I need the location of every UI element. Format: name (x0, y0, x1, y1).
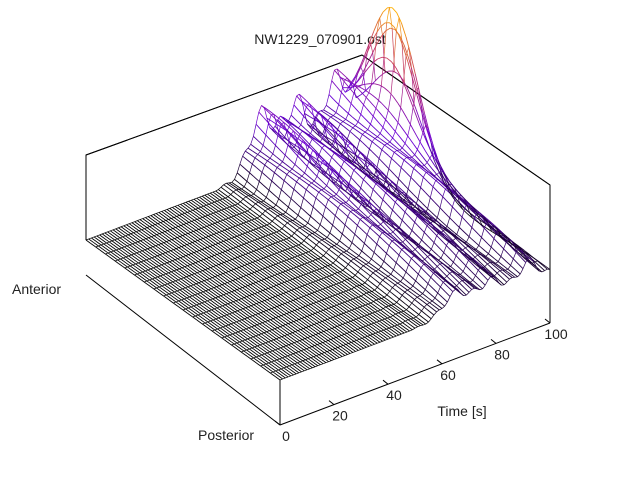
x-tick-mark (544, 318, 551, 324)
mesh-line (192, 179, 464, 318)
x-tick-mark (274, 420, 281, 426)
mesh-line (163, 125, 434, 297)
mesh-line (247, 147, 443, 309)
mesh-line (228, 182, 424, 326)
x-tick-mark (490, 339, 497, 344)
x-tick-mark (436, 359, 443, 365)
mesh-line (131, 222, 327, 364)
y-axis-label-posterior: Posterior (198, 427, 254, 443)
mesh-line (142, 218, 337, 359)
x-tick-label: 100 (544, 326, 568, 342)
mesh-line (173, 153, 444, 304)
x-axis-line (279, 322, 551, 426)
mesh-line (226, 182, 421, 327)
mesh-line (207, 193, 402, 335)
mesh-line (202, 186, 473, 325)
mesh-line (95, 65, 367, 248)
mesh-line (153, 214, 348, 355)
mesh-line (282, 116, 478, 290)
mesh-line (220, 186, 416, 329)
mesh-line (218, 189, 413, 331)
mesh-line (355, 70, 551, 270)
mesh-line (134, 17, 405, 276)
chart-title: NW1229_070901.ost (254, 31, 386, 47)
mesh-line (101, 233, 297, 375)
mesh-line (85, 68, 357, 241)
x-tick-label: 20 (332, 408, 348, 424)
mesh-line (188, 200, 383, 342)
mesh-line (182, 202, 378, 344)
x-tick-label: 80 (494, 346, 510, 362)
x-tick-mark (328, 400, 335, 405)
mesh-line (270, 248, 541, 374)
x-axis-label: Time [s] (437, 403, 486, 419)
mesh-line (91, 237, 286, 379)
mesh-line (245, 150, 440, 311)
front-wall-left (85, 274, 281, 426)
mesh-line (137, 220, 332, 361)
x-tick-label: 60 (440, 367, 456, 383)
mesh-line (144, 47, 415, 283)
back-top-edge (85, 54, 363, 156)
x-tick-mark (382, 379, 389, 385)
mesh-line (139, 219, 335, 360)
mesh-line (326, 104, 521, 275)
mesh-line (96, 235, 292, 377)
x-axis-ticks: 0 20 40 60 80 100 (274, 318, 568, 444)
mesh-line (212, 191, 408, 333)
y-axis-label-anterior: Anterior (12, 281, 61, 297)
mesh-line (153, 87, 425, 290)
mesh-line (124, 7, 396, 269)
mesh-line (239, 163, 435, 316)
mesh-line (199, 196, 394, 338)
x-tick-label: 0 (282, 428, 290, 444)
mesh-line (250, 229, 522, 360)
mesh-line (182, 170, 454, 311)
mesh-line (317, 111, 513, 278)
mesh-line (274, 125, 470, 293)
mesh-line (260, 238, 531, 367)
mesh-line (231, 212, 502, 346)
mesh-line (323, 109, 518, 278)
x-tick-label: 40 (386, 387, 402, 403)
mesh-line (215, 190, 410, 332)
mesh-line (196, 197, 391, 339)
mesh-line (231, 181, 427, 325)
mesh-line (236, 172, 432, 320)
mesh-line (93, 236, 289, 378)
mesh-line (180, 203, 375, 345)
mesh-line (105, 41, 376, 255)
plot-box (85, 54, 551, 426)
mesh-line (279, 257, 551, 381)
mesh-line (320, 110, 516, 278)
surface-mesh (85, 7, 551, 381)
mesh-line (120, 226, 316, 368)
mesh-line (114, 17, 386, 262)
mesh-line (147, 216, 343, 357)
right-back-edge (361, 54, 551, 186)
mesh-line (88, 238, 283, 380)
